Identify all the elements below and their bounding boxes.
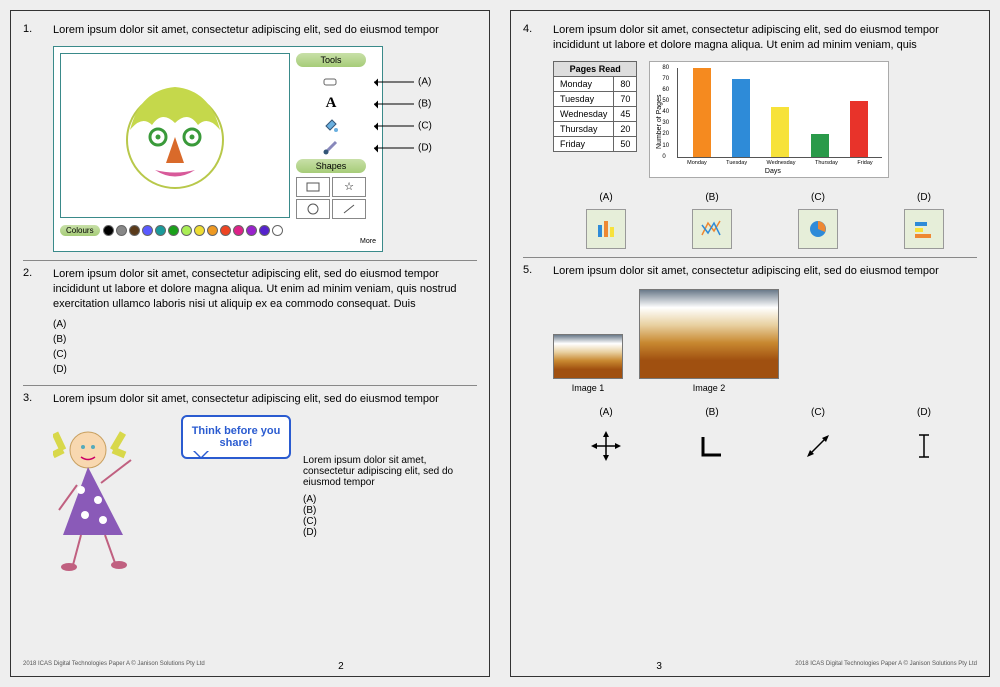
colours-label: Colours (60, 225, 100, 236)
footer-copyright-right: 2018 ICAS Digital Technologies Paper A ©… (795, 661, 977, 672)
q2-option[interactable]: (B) (53, 332, 477, 347)
chart-bar (732, 79, 750, 157)
q3-number: 3. (23, 392, 41, 407)
chart-xlabel: Days (663, 168, 882, 175)
colour-swatch[interactable] (181, 225, 192, 236)
colour-swatch[interactable] (168, 225, 179, 236)
page-number-left: 2 (338, 661, 344, 672)
q3-text: Lorem ipsum dolor sit amet, consectetur … (53, 392, 477, 407)
q2-option[interactable]: (D) (53, 362, 477, 377)
tool-bucket[interactable]: (C) (296, 115, 366, 137)
colour-swatch[interactable] (272, 225, 283, 236)
tool-brush[interactable]: (D) (296, 137, 366, 159)
cursor-option[interactable] (690, 424, 734, 468)
cursor-option[interactable] (584, 424, 628, 468)
q3-option[interactable]: (C) (303, 516, 477, 527)
tool-column: Tools (A) A (B) (C) (D) (296, 53, 366, 219)
question-1: 1. Lorem ipsum dolor sit amet, consectet… (23, 23, 477, 252)
face-drawing (120, 75, 230, 195)
chart-bar (771, 107, 789, 157)
chart-bar (850, 101, 868, 157)
question-4: 4. Lorem ipsum dolor sit amet, consectet… (523, 23, 977, 249)
chart-bar (811, 134, 829, 156)
table-row: Wednesday45 (554, 106, 637, 121)
page-left: 1. Lorem ipsum dolor sit amet, consectet… (10, 10, 490, 677)
chart-type-option[interactable] (586, 209, 626, 249)
question-2: 2. Lorem ipsum dolor sit amet, consectet… (23, 267, 477, 378)
colour-swatch[interactable] (194, 225, 205, 236)
paint-canvas (60, 53, 290, 218)
shape-line[interactable] (332, 199, 366, 219)
table-row: Monday80 (554, 76, 637, 91)
q1-text: Lorem ipsum dolor sit amet, consectetur … (53, 23, 477, 38)
colour-swatch[interactable] (259, 225, 270, 236)
colour-swatch[interactable] (220, 225, 231, 236)
girl-drawing (53, 415, 169, 575)
paint-app: Tools (A) A (B) (C) (D) (53, 46, 383, 252)
chart-type-option[interactable] (904, 209, 944, 249)
colour-swatch[interactable] (129, 225, 140, 236)
speech-bubble: Think before you share! (181, 415, 291, 459)
table-row: Thursday20 (554, 121, 637, 136)
colour-swatch[interactable] (246, 225, 257, 236)
chart-bar (693, 68, 711, 157)
more-link[interactable]: More (60, 238, 376, 245)
chart-type-option[interactable] (692, 209, 732, 249)
footer-copyright-left: 2018 ICAS Digital Technologies Paper A ©… (23, 661, 205, 672)
image-2 (639, 289, 779, 379)
q3-option[interactable]: (A) (303, 494, 477, 505)
chart-type-option[interactable] (798, 209, 838, 249)
q3-subtext: Lorem ipsum dolor sit amet, consectetur … (303, 455, 477, 488)
pages-read-table: Pages Read Monday80Tuesday70Wednesday45T… (553, 61, 637, 152)
q2-option[interactable]: (A) (53, 317, 477, 332)
q5-number: 5. (523, 264, 541, 279)
tools-header: Tools (296, 53, 366, 67)
q3-option[interactable]: (D) (303, 527, 477, 538)
colour-swatch[interactable] (155, 225, 166, 236)
question-3: 3. Lorem ipsum dolor sit amet, consectet… (23, 392, 477, 575)
colour-swatch[interactable] (233, 225, 244, 236)
colour-swatch[interactable] (103, 225, 114, 236)
shape-circle[interactable] (296, 199, 330, 219)
shape-rect[interactable] (296, 177, 330, 197)
question-5: 5. Lorem ipsum dolor sit amet, consectet… (523, 264, 977, 468)
table-row: Tuesday70 (554, 91, 637, 106)
q4-number: 4. (523, 23, 541, 53)
q4-text: Lorem ipsum dolor sit amet, consectetur … (553, 23, 977, 53)
colour-row: Colours (60, 225, 376, 236)
colour-swatch[interactable] (207, 225, 218, 236)
page-right: 4. Lorem ipsum dolor sit amet, consectet… (510, 10, 990, 677)
q2-text: Lorem ipsum dolor sit amet, consectetur … (53, 267, 477, 312)
q1-number: 1. (23, 23, 41, 38)
q2-option[interactable]: (C) (53, 347, 477, 362)
cursor-option[interactable] (902, 424, 946, 468)
q5-text: Lorem ipsum dolor sit amet, consectetur … (553, 264, 977, 279)
q2-number: 2. (23, 267, 41, 312)
bar-chart: Number of Pages 01020304050607080 Monday… (649, 61, 889, 178)
colour-swatch[interactable] (116, 225, 127, 236)
shape-star[interactable]: ☆ (332, 177, 366, 197)
table-header: Pages Read (554, 61, 637, 76)
table-row: Friday50 (554, 136, 637, 151)
page-number-right: 3 (656, 661, 662, 672)
tool-eraser[interactable]: (A) (296, 71, 366, 93)
shapes-header: Shapes (296, 159, 366, 173)
image-1 (553, 334, 623, 379)
colour-swatch[interactable] (142, 225, 153, 236)
tool-text[interactable]: A (B) (296, 93, 366, 115)
cursor-option[interactable] (796, 424, 840, 468)
q3-option[interactable]: (B) (303, 505, 477, 516)
